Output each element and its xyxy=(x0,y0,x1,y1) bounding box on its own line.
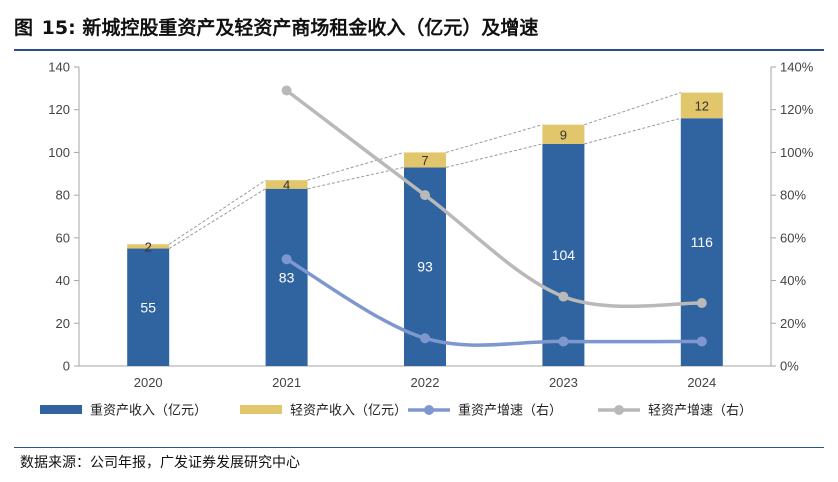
bar-heavy-label: 93 xyxy=(417,259,433,275)
light-growth-point xyxy=(696,297,707,308)
legend-swatch xyxy=(240,405,282,414)
legend-label: 重资产收入（亿元） xyxy=(90,403,207,419)
bar-light xyxy=(542,124,585,144)
heavy-growth-line xyxy=(284,257,704,347)
x-tick-label: 2024 xyxy=(687,375,716,390)
chart-title: 图 15: 新城控股重资产及轻资产商场租金收入（亿元）及增速 xyxy=(14,8,538,48)
x-tick-label: 2020 xyxy=(134,375,163,390)
heavy-growth-point xyxy=(558,336,569,347)
bar-light xyxy=(127,244,170,249)
y-tick-label: 40 xyxy=(56,273,70,288)
legend-swatch-marker xyxy=(424,405,434,415)
connector-line xyxy=(445,124,543,153)
title-text: 新城控股重资产及轻资产商场租金收入（亿元）及增速 xyxy=(82,17,539,39)
title-number: 15: xyxy=(41,17,76,39)
bar-light-label: 2 xyxy=(145,239,152,254)
bar-heavy-label: 116 xyxy=(691,234,714,250)
y2-tick-label: 140% xyxy=(780,60,814,75)
y-tick-label: 140 xyxy=(48,60,70,75)
title-prefix: 图 xyxy=(14,17,34,39)
connector-line xyxy=(307,151,405,181)
bar-light xyxy=(680,92,723,119)
light-growth-point xyxy=(558,291,569,302)
bar-light-label: 7 xyxy=(421,153,428,168)
bar-light xyxy=(265,180,308,189)
bar-heavy-label: 104 xyxy=(552,247,576,263)
y-tick-label: 60 xyxy=(56,230,70,245)
bar-heavy-label: 55 xyxy=(140,299,156,315)
connector-line xyxy=(168,179,266,245)
legend-label: 重资产增速（右） xyxy=(458,403,562,419)
title-rule xyxy=(14,49,824,51)
y-tick-label: 100 xyxy=(48,145,70,160)
y-tick-label: 20 xyxy=(56,316,70,331)
y-tick-label: 120 xyxy=(48,102,70,117)
bar-light-label: 12 xyxy=(695,98,709,113)
bar-light-label: 9 xyxy=(560,127,567,142)
connector-line xyxy=(168,188,266,249)
y2-tick-label: 40% xyxy=(780,273,806,288)
source-note: 数据来源：公司年报，广发证券发展研究中心 xyxy=(20,455,300,471)
connector-line xyxy=(584,92,681,126)
y2-tick-label: 100% xyxy=(780,145,814,160)
connector-line xyxy=(584,117,681,145)
bar-heavy xyxy=(680,118,723,366)
bar-light xyxy=(404,152,446,168)
legend-label: 轻资产增速（右） xyxy=(648,404,752,419)
y2-tick-label: 80% xyxy=(780,188,806,203)
light-growth-point xyxy=(420,190,430,201)
bar-light-label: 4 xyxy=(283,177,290,192)
x-tick-label: 2021 xyxy=(272,375,301,390)
y-tick-label: 80 xyxy=(56,188,70,203)
y2-tick-label: 60% xyxy=(780,230,806,245)
legend-swatch xyxy=(40,405,82,414)
bar-heavy-label: 83 xyxy=(279,269,295,285)
legend-label: 轻资产收入（亿元） xyxy=(290,404,407,419)
connector-line xyxy=(445,143,543,168)
connector-line xyxy=(307,166,405,190)
source-rule xyxy=(14,447,824,448)
heavy-growth-point xyxy=(281,254,292,265)
x-tick-label: 2023 xyxy=(549,375,578,390)
light-growth-point xyxy=(281,85,292,96)
light-growth-line xyxy=(284,88,704,309)
y-tick-label: 0 xyxy=(63,359,70,374)
bar-heavy xyxy=(127,248,170,366)
bar-heavy xyxy=(542,143,585,366)
y2-tick-label: 20% xyxy=(780,316,806,331)
y2-tick-label: 0% xyxy=(780,359,799,374)
heavy-growth-point xyxy=(696,336,707,347)
heavy-growth-point xyxy=(420,333,430,344)
y2-tick-label: 120% xyxy=(780,102,814,117)
x-tick-label: 2022 xyxy=(411,375,440,390)
legend-swatch-marker xyxy=(614,405,624,415)
bar-heavy xyxy=(265,188,308,366)
